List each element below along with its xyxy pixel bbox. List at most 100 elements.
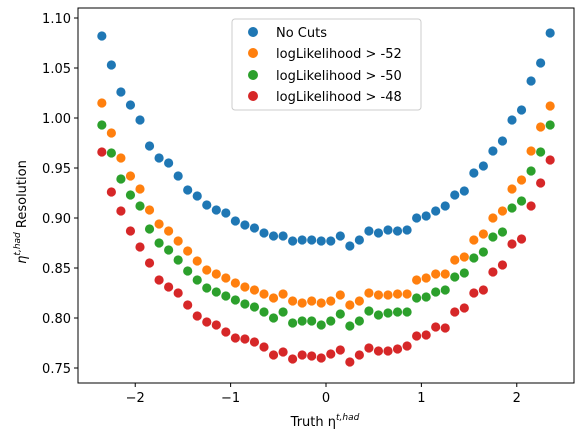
- data-point: [154, 275, 164, 285]
- data-point: [211, 205, 221, 215]
- data-point: [354, 316, 364, 326]
- data-point: [507, 203, 517, 213]
- data-point: [135, 184, 145, 194]
- data-point: [316, 320, 326, 330]
- data-point: [221, 273, 231, 283]
- data-point: [545, 28, 555, 38]
- y-tick-label: 1.10: [42, 12, 71, 27]
- data-point: [536, 58, 546, 68]
- data-point: [326, 236, 336, 246]
- data-point: [402, 289, 412, 299]
- data-point: [459, 303, 469, 313]
- data-point: [249, 337, 260, 347]
- legend-label-loglikelihood-48: logLikelihood > -48: [276, 90, 402, 105]
- data-point: [488, 232, 498, 242]
- data-point: [125, 171, 136, 181]
- data-point: [431, 287, 441, 297]
- data-point: [335, 309, 345, 319]
- data-point: [268, 350, 279, 360]
- data-point: [125, 226, 136, 236]
- data-point: [364, 306, 374, 316]
- data-point: [421, 330, 431, 340]
- data-point: [192, 275, 202, 285]
- data-point: [211, 287, 221, 297]
- data-point: [469, 288, 479, 298]
- data-point: [326, 316, 336, 326]
- legend: No Cuts logLikelihood > -52 logLikelihoo…: [231, 18, 422, 111]
- data-point: [364, 343, 374, 353]
- data-point: [440, 285, 450, 295]
- data-point: [421, 273, 431, 283]
- data-point: [307, 316, 317, 326]
- data-point: [373, 290, 384, 300]
- data-point: [154, 153, 164, 163]
- data-point: [230, 333, 240, 343]
- data-point: [354, 296, 364, 306]
- data-point: [154, 238, 164, 248]
- data-point: [288, 236, 298, 246]
- data-point: [335, 231, 345, 241]
- data-point: [497, 136, 508, 146]
- data-point: [106, 187, 116, 197]
- y-axis-label: ηt,had Resolution: [13, 160, 30, 264]
- data-point: [297, 316, 307, 326]
- data-point: [478, 229, 488, 239]
- data-point: [316, 298, 326, 308]
- data-point: [478, 285, 488, 295]
- data-point: [116, 206, 126, 216]
- data-point: [326, 296, 336, 306]
- data-point: [116, 87, 126, 97]
- data-point: [526, 76, 536, 86]
- legend-label-no-cuts: No Cuts: [276, 26, 327, 41]
- data-point: [164, 245, 174, 255]
- data-point: [278, 347, 288, 357]
- data-point: [469, 168, 479, 178]
- legend-marker-loglikelihood-48: [248, 91, 258, 101]
- data-point: [106, 128, 116, 138]
- data-point: [202, 265, 212, 275]
- data-point: [173, 288, 183, 298]
- data-point: [354, 350, 364, 360]
- data-point: [144, 141, 155, 151]
- legend-label-loglikelihood-50: logLikelihood > -50: [276, 69, 402, 84]
- data-point: [345, 321, 355, 331]
- data-point: [545, 120, 555, 130]
- data-point: [268, 231, 279, 241]
- data-point: [364, 226, 374, 236]
- series-0: [97, 28, 555, 251]
- data-point: [431, 206, 441, 216]
- data-point: [488, 213, 498, 223]
- data-point: [249, 223, 260, 233]
- data-point: [402, 341, 412, 351]
- data-point: [478, 247, 488, 257]
- y-axis-label-main: η: [15, 256, 30, 264]
- data-point: [288, 318, 298, 328]
- data-point: [412, 275, 422, 285]
- data-point: [211, 320, 221, 330]
- x-tick-label: 1: [417, 391, 425, 406]
- data-point: [259, 342, 269, 352]
- legend-box: [231, 18, 422, 111]
- series-3: [97, 147, 555, 367]
- data-point: [268, 293, 279, 303]
- data-point: [221, 291, 231, 301]
- data-point: [230, 295, 240, 305]
- series-2: [97, 120, 555, 331]
- data-point: [345, 241, 355, 251]
- data-point: [259, 228, 269, 238]
- data-point: [450, 255, 460, 265]
- data-point: [173, 255, 183, 265]
- data-point: [183, 185, 193, 195]
- data-point: [240, 282, 250, 292]
- data-point: [326, 349, 336, 359]
- data-point: [230, 278, 240, 288]
- data-point: [383, 290, 393, 300]
- data-point: [536, 147, 546, 157]
- data-point: [106, 148, 116, 158]
- data-point: [392, 344, 403, 354]
- data-point: [259, 289, 269, 299]
- data-point: [202, 317, 212, 327]
- data-point: [440, 201, 450, 211]
- data-point: [402, 307, 412, 317]
- data-point: [507, 184, 517, 194]
